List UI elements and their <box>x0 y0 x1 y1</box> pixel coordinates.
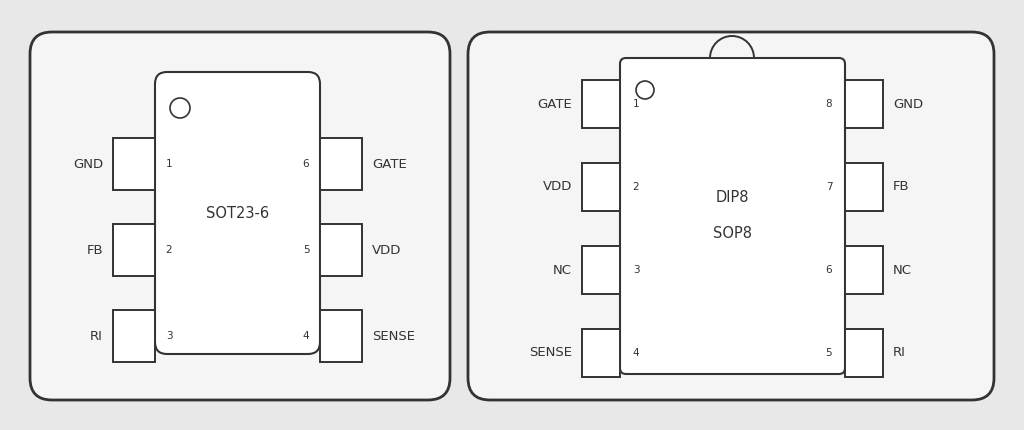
Text: RI: RI <box>893 347 906 359</box>
Text: SENSE: SENSE <box>529 347 572 359</box>
Text: NC: NC <box>553 264 572 276</box>
Bar <box>582 329 620 377</box>
Text: VDD: VDD <box>372 243 401 257</box>
Bar <box>845 80 883 128</box>
Text: RI: RI <box>90 329 103 343</box>
Text: 7: 7 <box>825 182 833 192</box>
Bar <box>845 246 883 294</box>
Text: VDD: VDD <box>543 181 572 194</box>
Text: 6: 6 <box>303 159 309 169</box>
Bar <box>113 310 155 362</box>
Bar <box>582 163 620 211</box>
Text: 5: 5 <box>825 348 833 358</box>
Bar <box>113 138 155 190</box>
Circle shape <box>636 81 654 99</box>
Bar <box>845 163 883 211</box>
Text: SOT23-6: SOT23-6 <box>206 206 269 221</box>
Text: FB: FB <box>893 181 909 194</box>
Text: GATE: GATE <box>538 98 572 111</box>
FancyBboxPatch shape <box>30 32 450 400</box>
Bar <box>845 329 883 377</box>
Text: 3: 3 <box>166 331 172 341</box>
Text: GND: GND <box>73 157 103 171</box>
Text: SOP8: SOP8 <box>713 227 752 242</box>
Text: 4: 4 <box>303 331 309 341</box>
Text: SENSE: SENSE <box>372 329 415 343</box>
FancyBboxPatch shape <box>468 32 994 400</box>
Text: FB: FB <box>86 243 103 257</box>
Text: 6: 6 <box>825 265 833 275</box>
FancyBboxPatch shape <box>155 72 319 354</box>
Text: DIP8: DIP8 <box>716 190 750 206</box>
Bar <box>319 224 362 276</box>
Text: 1: 1 <box>166 159 172 169</box>
Bar <box>582 246 620 294</box>
Text: 8: 8 <box>825 99 833 109</box>
Bar <box>113 224 155 276</box>
Bar <box>319 310 362 362</box>
Text: 3: 3 <box>633 265 639 275</box>
Text: GND: GND <box>893 98 923 111</box>
Text: GATE: GATE <box>372 157 407 171</box>
Text: NC: NC <box>893 264 912 276</box>
Text: 2: 2 <box>633 182 639 192</box>
FancyBboxPatch shape <box>620 58 845 374</box>
Wedge shape <box>710 36 754 58</box>
Bar <box>582 80 620 128</box>
Bar <box>319 138 362 190</box>
Circle shape <box>170 98 190 118</box>
Text: 1: 1 <box>633 99 639 109</box>
Text: 4: 4 <box>633 348 639 358</box>
Text: 5: 5 <box>303 245 309 255</box>
Text: 2: 2 <box>166 245 172 255</box>
